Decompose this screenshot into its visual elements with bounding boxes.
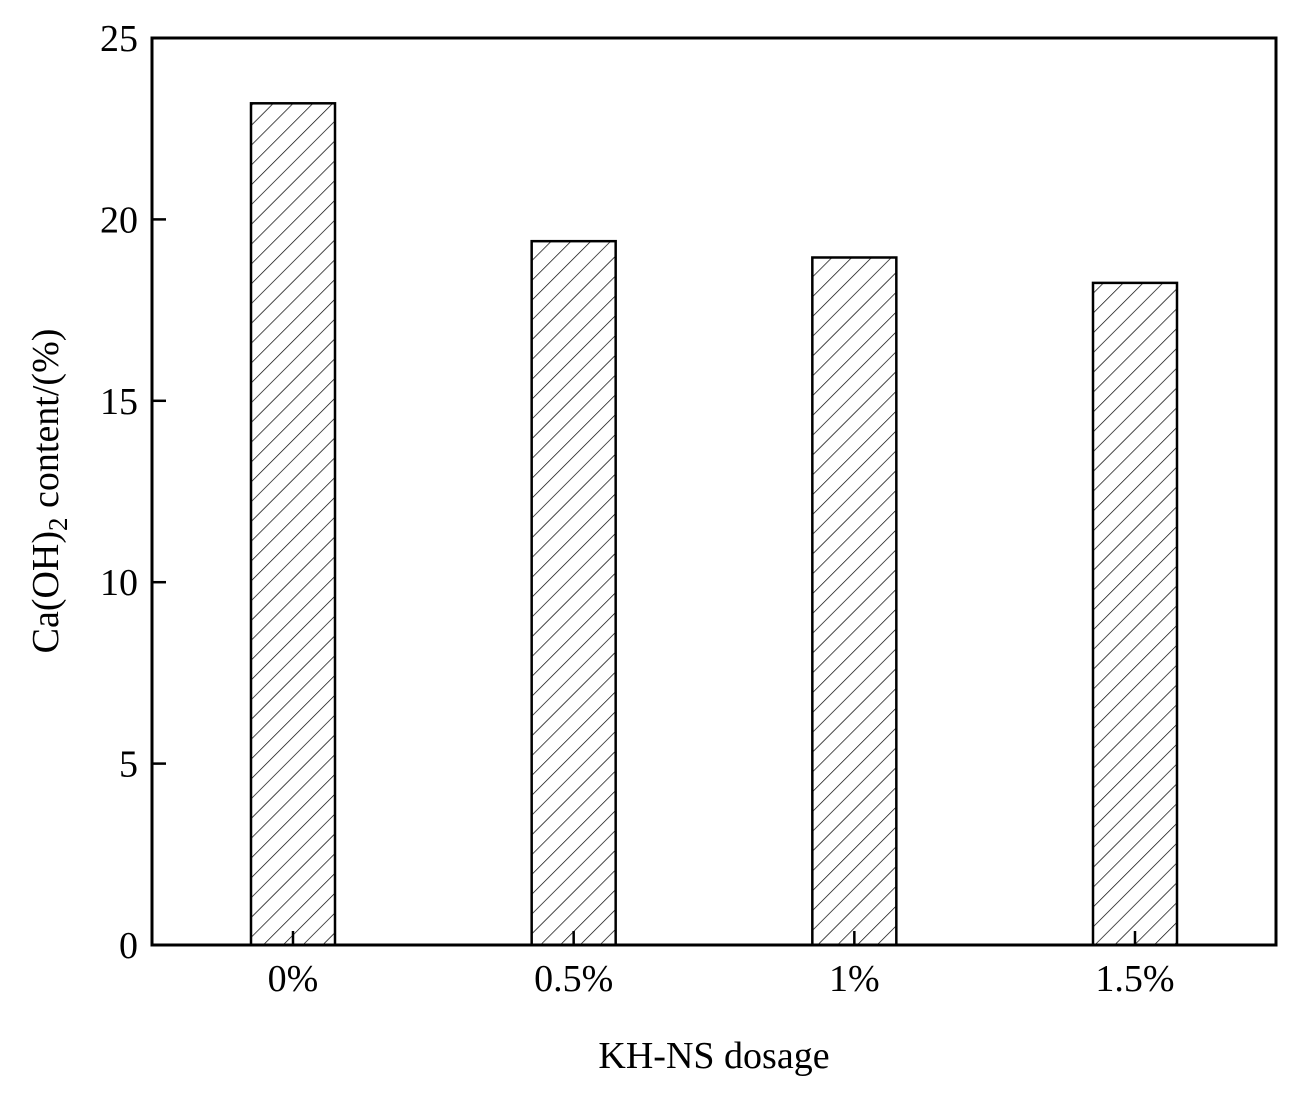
bar-1.5% [1091,281,1179,947]
y-axis-title: Ca(OH)2 content/(%) [25,329,73,654]
bar-0.5% [530,239,617,947]
y-tick-label: 5 [119,744,138,786]
bar-0% [249,102,337,947]
y-tick-label: 20 [100,199,138,241]
x-tick-label: 1% [829,958,880,1000]
y-tick-label: 0 [119,925,138,967]
y-tick-label: 15 [100,381,138,423]
x-tick-label: 0% [268,958,319,1000]
y-tick-label: 10 [100,562,138,604]
plot-frame [150,36,1278,947]
y-axis-title-main: Ca(OH) [25,531,67,653]
y-axis: 0 5 10 15 20 25 [100,18,166,967]
x-tick-label: 1.5% [1095,958,1174,1000]
x-axis-title: KH-NS dosage [598,1035,829,1077]
x-axis: 0% 0.5% 1% 1.5% [268,931,1175,1000]
x-tick-label: 0.5% [534,958,613,1000]
bar-1% [811,256,898,947]
y-axis-title-rest: content/(%) [25,329,67,518]
bars-group [249,102,1179,947]
y-tick-label: 25 [100,18,138,60]
y-axis-title-subscript: 2 [43,517,73,531]
